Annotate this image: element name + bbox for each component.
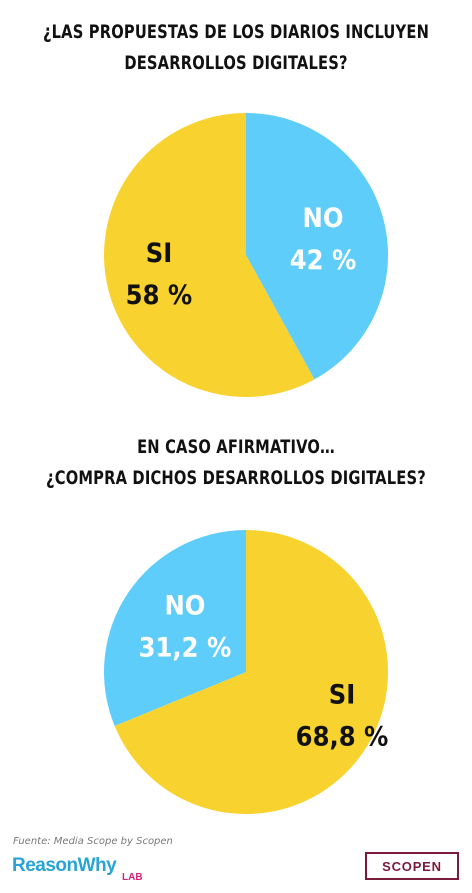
scopen-logo-text: SCOPEN [382,858,442,874]
scopen-logo: SCOPEN [365,852,459,880]
chart-1-slice-no-value: 42 % [290,245,357,276]
chart-2-slice-no [103,530,247,726]
chart-2-slice-no-label: NO [164,591,205,622]
chart-1-slice-no-label: NO [303,203,344,234]
chart-2-slice-si [114,530,388,814]
chart-2-title: EN CASO AFIRMATIVO… ¿COMPRA DICHOS DESAR… [33,432,439,494]
chart-2-slice-no-value: 31,2 % [139,633,232,664]
reasonwhy-lab-text: LAB [122,872,143,883]
chart-1-slice-si [103,113,315,397]
reasonwhy-logo: ReasonWhy LAB [12,855,152,887]
chart-1-slice-si-value: 58 % [126,280,193,311]
source-note: Fuente: Media Scope by Scopen [13,836,173,847]
chart-1-slice-no [246,113,388,380]
reasonwhy-logo-text: ReasonWhy [12,855,117,876]
chart-2-title-line-2: ¿COMPRA DICHOS DESARROLLOS DIGITALES? [46,467,426,489]
chart-2-title-line-1: EN CASO AFIRMATIVO… [137,436,335,458]
chart-1-title: ¿LAS PROPUESTAS DE LOS DIARIOS INCLUYEN … [33,17,439,79]
chart-1-title-line-2: DESARROLLOS DIGITALES? [124,52,348,74]
chart-2-slice-si-label: SI [329,679,356,710]
chart-1-slice-si-label: SI [146,238,173,269]
chart-2-slice-si-value: 68,8 % [296,721,389,752]
chart-1-title-line-1: ¿LAS PROPUESTAS DE LOS DIARIOS INCLUYEN [42,21,430,43]
